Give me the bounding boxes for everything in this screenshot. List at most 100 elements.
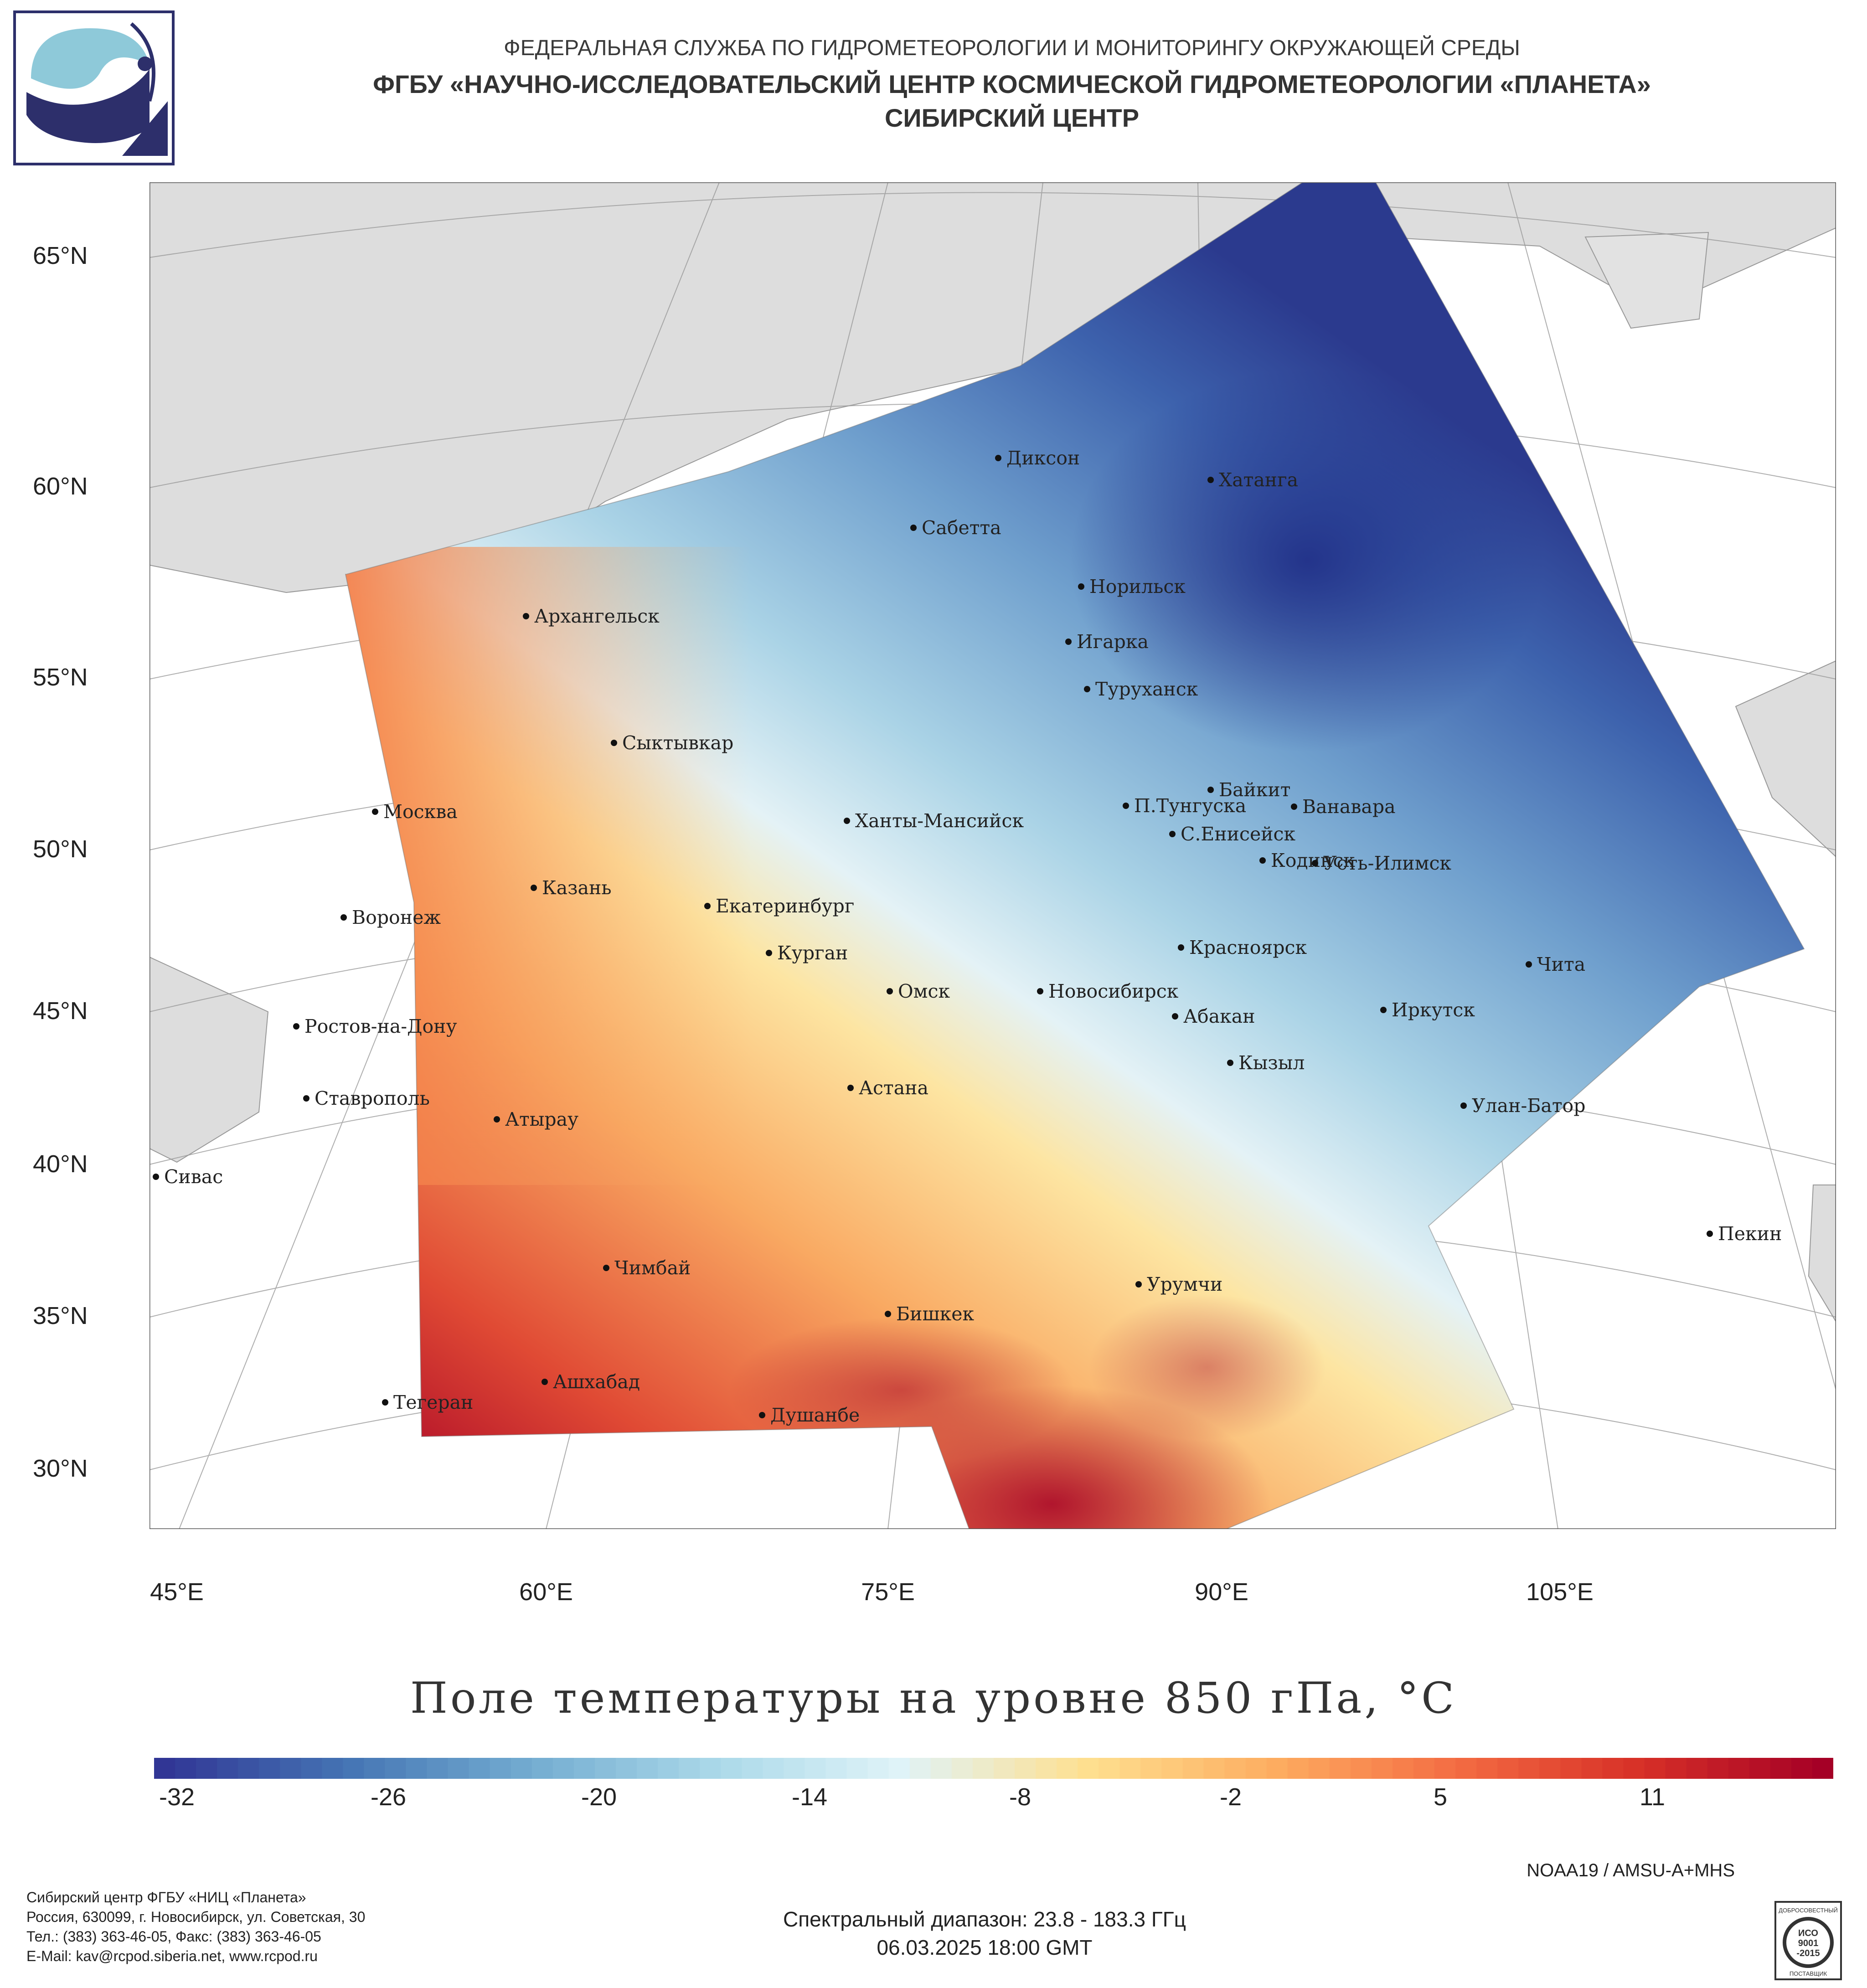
colorbar-step (909, 1758, 931, 1779)
lon-label-105: 105°E (1526, 1578, 1594, 1606)
city-dot (910, 525, 917, 531)
city-marker: Душанбе (759, 1404, 860, 1426)
city-label: Сивас (164, 1166, 223, 1188)
city-label: Чита (1537, 953, 1585, 975)
colorbar-step (217, 1758, 238, 1779)
city-label: Усть-Илимск (1323, 852, 1451, 874)
iso-bottom-text: ПОСТАВЩИК (1790, 1970, 1827, 1977)
colorbar-step (1476, 1758, 1498, 1779)
colorbar-step (511, 1758, 532, 1779)
city-dot (523, 613, 529, 619)
city-marker: Архангельск (523, 605, 660, 627)
city-label: Абакан (1183, 1005, 1255, 1027)
city-dot (340, 914, 347, 921)
footer-phone: Тел.: (383) 363-46-05, Факс: (383) 363-4… (26, 1928, 321, 1945)
colorbar-step (1099, 1758, 1120, 1779)
colorbar-step (175, 1758, 196, 1779)
city-dot (766, 950, 772, 956)
colorbar-step (1036, 1758, 1057, 1779)
colorbar-step (1581, 1758, 1603, 1779)
colorbar-step (994, 1758, 1015, 1779)
city-label: Пекин (1718, 1223, 1782, 1245)
colorbar-tick: 11 (1639, 1783, 1666, 1811)
colorbar-step (972, 1758, 994, 1779)
observation-datetime: 06.03.2025 18:00 GMT (877, 1936, 1093, 1959)
city-label: Игарка (1077, 631, 1149, 653)
city-marker: Бишкек (885, 1303, 974, 1325)
city-dot (1707, 1231, 1713, 1237)
city-marker: Курган (766, 942, 848, 964)
colorbar-step (784, 1758, 805, 1779)
colorbar-step (531, 1758, 553, 1779)
colorbar-step (1728, 1758, 1750, 1779)
city-marker: Москва (372, 801, 458, 823)
footer-product-info: Спектральный диапазон: 23.8 - 183.3 ГГц … (757, 1905, 1212, 1962)
colorbar-tick: -32 (159, 1783, 195, 1811)
city-label: Омск (898, 980, 950, 1002)
colorbar-step (1308, 1758, 1330, 1779)
header-agency: ФЕДЕРАЛЬНАЯ СЛУЖБА ПО ГИДРОМЕТЕОРОЛОГИИ … (504, 36, 1520, 60)
city-label: П.Тунгуска (1134, 795, 1246, 817)
city-label: Ханты-Мансийск (855, 810, 1024, 832)
colorbar-step (1749, 1758, 1771, 1779)
colorbar-step (1707, 1758, 1729, 1779)
city-marker: Ханты-Мансийск (844, 810, 1024, 832)
colorbar-step (1287, 1758, 1309, 1779)
city-label: Воронеж (352, 906, 441, 928)
colorbar-step (1119, 1758, 1141, 1779)
colorbar-step (469, 1758, 490, 1779)
city-dot (1207, 787, 1214, 793)
colorbar-step (679, 1758, 700, 1779)
city-marker: Иркутск (1380, 999, 1475, 1021)
city-marker: Атырау (494, 1108, 578, 1130)
colorbar-step (1057, 1758, 1078, 1779)
city-marker: Байкит (1207, 779, 1291, 801)
city-dot (1123, 803, 1129, 809)
lon-label-60: 60°E (519, 1578, 573, 1606)
colorbar-step (1665, 1758, 1687, 1779)
colorbar-tick: -2 (1219, 1783, 1242, 1811)
city-dot (1037, 988, 1043, 994)
city-marker: Хатанга (1207, 469, 1298, 491)
colorbar-step (490, 1758, 511, 1779)
colorbar-step (322, 1758, 344, 1779)
city-label: Сыктывкар (622, 732, 733, 754)
colorbar-step (637, 1758, 658, 1779)
colorbar-step (1518, 1758, 1540, 1779)
city-label: Атырау (505, 1108, 578, 1130)
city-dot (372, 809, 378, 815)
city-label: Ашхабад (553, 1371, 640, 1393)
colorbar-step (427, 1758, 449, 1779)
colorbar-step (1245, 1758, 1267, 1779)
city-marker: Тегеран (382, 1391, 473, 1413)
colorbar-step (1497, 1758, 1519, 1779)
city-marker: Усть-Илимск (1312, 852, 1451, 874)
colorbar-step (1015, 1758, 1036, 1779)
city-dot (759, 1412, 765, 1418)
colorbar-step (930, 1758, 952, 1779)
colorbar-step (1182, 1758, 1204, 1779)
city-dot (1178, 944, 1184, 951)
city-dot (1526, 961, 1532, 968)
city-dot (1259, 857, 1266, 864)
colorbar-step (1539, 1758, 1561, 1779)
city-marker: Пекин (1707, 1223, 1782, 1245)
city-marker: П.Тунгуска (1123, 795, 1246, 817)
colorbar-step (259, 1758, 280, 1779)
city-label: Норильск (1089, 576, 1186, 597)
city-marker: Казань (531, 877, 612, 899)
city-dot (531, 885, 537, 891)
city-label: Екатеринбург (716, 895, 854, 917)
city-label: Ванавара (1302, 796, 1396, 818)
iso-line1: ИСО (1798, 1928, 1818, 1938)
colorbar-step (1392, 1758, 1414, 1779)
city-dot (153, 1174, 159, 1180)
iso-line3: -2015 (1796, 1948, 1820, 1958)
lat-label-35: 35°N (33, 1302, 88, 1329)
colorbar-step (385, 1758, 407, 1779)
city-label: Курган (777, 942, 848, 964)
city-dot (1135, 1281, 1142, 1288)
city-marker: Абакан (1172, 1005, 1255, 1027)
city-dot (611, 740, 617, 746)
city-dot (1291, 803, 1297, 810)
